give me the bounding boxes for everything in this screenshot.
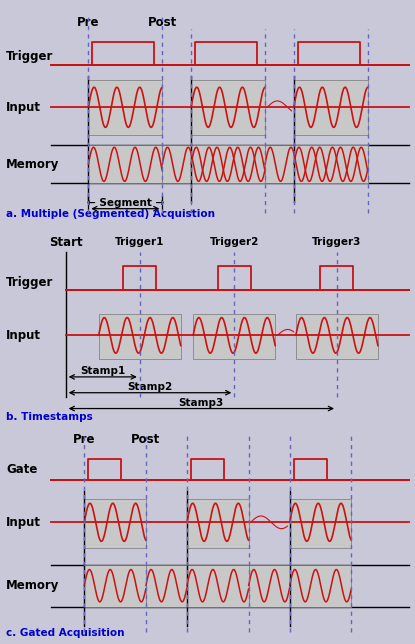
Polygon shape [162, 146, 265, 184]
Text: a. Multiple (Segmented) Acquistion: a. Multiple (Segmented) Acquistion [6, 209, 215, 219]
Text: Stamp1: Stamp1 [80, 366, 125, 376]
Text: c. Gated Acquisition: c. Gated Acquisition [6, 629, 124, 638]
Text: Trigger: Trigger [6, 276, 54, 289]
Bar [294, 146, 368, 184]
Text: Memory: Memory [6, 579, 60, 592]
Bar [88, 146, 162, 184]
Text: Post: Post [148, 16, 177, 29]
Text: ← Segment →: ← Segment → [87, 198, 164, 207]
Text: Start: Start [49, 236, 83, 249]
Bar [191, 146, 265, 184]
Text: b. Timestamps: b. Timestamps [6, 412, 93, 422]
Text: Pre: Pre [77, 16, 100, 29]
Text: Stamp2: Stamp2 [127, 382, 173, 392]
Bar [84, 565, 146, 607]
Bar [187, 499, 249, 547]
Bar [193, 314, 275, 359]
Bar [296, 314, 378, 359]
Bar [290, 499, 352, 547]
Text: Memory: Memory [6, 158, 60, 171]
Text: Trigger3: Trigger3 [312, 238, 361, 247]
Text: Trigger1: Trigger1 [115, 238, 164, 247]
Bar [294, 80, 368, 135]
Polygon shape [146, 565, 249, 607]
Text: Stamp3: Stamp3 [179, 397, 224, 408]
Text: Input: Input [6, 101, 41, 114]
Text: Trigger2: Trigger2 [210, 238, 259, 247]
Polygon shape [265, 146, 368, 184]
Bar [88, 80, 162, 135]
Text: Input: Input [6, 329, 41, 342]
Bar [191, 80, 265, 135]
Text: Gate: Gate [6, 463, 38, 476]
Polygon shape [249, 565, 352, 607]
Text: Trigger: Trigger [6, 50, 54, 63]
Bar [84, 499, 146, 547]
Text: Pre: Pre [73, 433, 95, 446]
Text: Post: Post [131, 433, 161, 446]
Bar [99, 314, 181, 359]
Text: Input: Input [6, 516, 41, 529]
